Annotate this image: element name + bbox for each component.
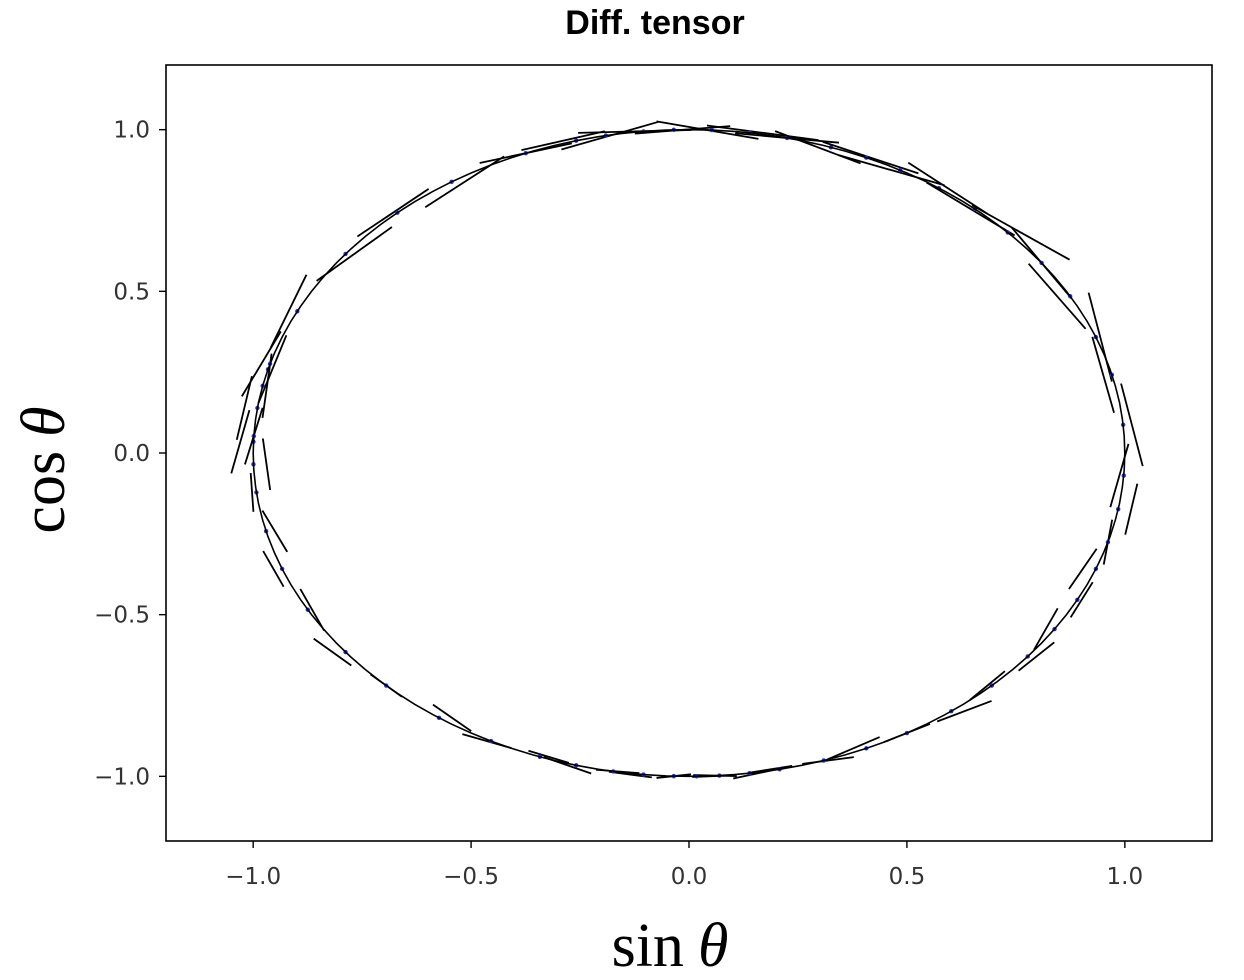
tensor-segment	[822, 140, 919, 175]
plot-frame	[165, 64, 1213, 842]
y-axis-label: cosθ	[10, 406, 78, 533]
y-tick-label: 1.0	[113, 118, 150, 144]
tensor-segment	[313, 637, 352, 667]
tensor-segment	[1018, 641, 1055, 672]
x-tick-label: −0.5	[443, 864, 499, 890]
tensor-segment	[706, 124, 819, 142]
circle-trace	[252, 128, 1126, 778]
tensor-segment	[1091, 336, 1115, 413]
tensor-segment	[356, 188, 430, 238]
tensor-segment	[971, 204, 1071, 261]
tensor-segment	[262, 550, 285, 588]
tensor-segment	[969, 670, 1006, 701]
tensor-segment	[749, 765, 793, 774]
tensor-segment	[235, 375, 253, 441]
tensor-segment	[1087, 292, 1113, 382]
tensor-segment	[838, 154, 945, 187]
tensor-segment	[608, 770, 652, 779]
tensor-segment	[261, 510, 289, 553]
y-axis: −1.0 −0.5 0.0 0.5 1.0	[94, 118, 166, 790]
x-tick-label: 0.0	[671, 864, 708, 890]
y-tick-label: −1.0	[94, 764, 150, 790]
tensor-segment	[299, 588, 325, 632]
x-axis-label: sin θ	[612, 912, 729, 980]
tensor-segment	[1069, 581, 1094, 618]
tensor-segment	[1124, 483, 1139, 535]
tensor-segment	[432, 703, 472, 732]
tensor-segment	[1120, 383, 1144, 467]
tensor-segment	[257, 334, 288, 404]
tensor-segment	[261, 438, 272, 491]
tensor-segment	[1027, 263, 1087, 330]
tensor-segment	[936, 700, 992, 723]
tensor-segment	[907, 161, 988, 215]
tensor-segment	[249, 472, 255, 512]
tensor-segment	[1068, 548, 1098, 590]
y-tick-label: 0.5	[113, 279, 150, 305]
tensor-segment	[528, 749, 570, 764]
tensor-segment	[826, 736, 880, 761]
plot-marks	[230, 120, 1144, 780]
y-tick-label: −0.5	[94, 603, 150, 629]
x-axis: −1.0 −0.5 0.0 0.5 1.0	[225, 841, 1143, 890]
y-tick-label: 0.0	[113, 441, 150, 467]
tensor-segment	[269, 274, 308, 349]
x-tick-label: 0.5	[889, 864, 926, 890]
chart-title: Diff. tensor	[565, 4, 744, 42]
tensor-segment	[521, 130, 605, 152]
x-tick-label: −1.0	[225, 864, 281, 890]
x-tick-label: 1.0	[1107, 864, 1144, 890]
tensor-segment	[1033, 607, 1059, 651]
tensor-segment	[241, 330, 282, 397]
tensor-segment	[230, 409, 251, 474]
